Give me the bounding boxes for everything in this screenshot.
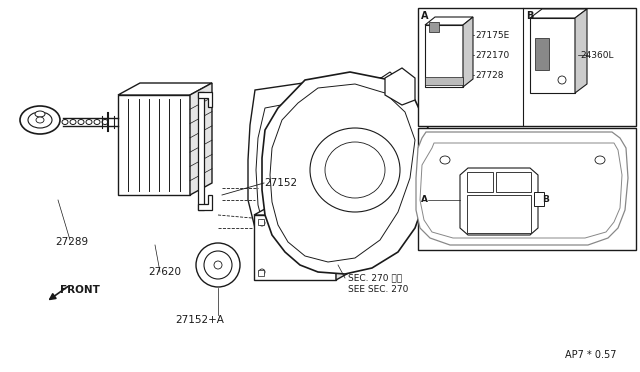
Text: 27152+A: 27152+A (175, 315, 225, 325)
Ellipse shape (595, 156, 605, 164)
Text: FRONT: FRONT (60, 285, 100, 295)
Text: 27620: 27620 (148, 267, 181, 277)
Ellipse shape (102, 119, 108, 125)
Text: B: B (526, 11, 533, 21)
Bar (258, 219, 264, 225)
Ellipse shape (204, 251, 232, 279)
Polygon shape (385, 68, 415, 105)
Text: 27152: 27152 (264, 178, 297, 188)
Ellipse shape (214, 261, 222, 269)
Ellipse shape (558, 76, 566, 84)
Polygon shape (336, 205, 354, 280)
Ellipse shape (259, 220, 265, 226)
Text: 27289: 27289 (55, 237, 88, 247)
Polygon shape (198, 92, 204, 210)
Text: SEE SEC. 270: SEE SEC. 270 (348, 285, 408, 295)
Bar (534, 192, 544, 206)
Text: AP7 * 0.57: AP7 * 0.57 (565, 350, 616, 360)
Text: B: B (542, 196, 549, 205)
Ellipse shape (94, 119, 100, 125)
Ellipse shape (35, 111, 45, 117)
Ellipse shape (325, 142, 385, 198)
Ellipse shape (310, 128, 400, 212)
Polygon shape (530, 9, 587, 18)
Polygon shape (198, 195, 212, 210)
Polygon shape (375, 72, 398, 90)
Text: 272170: 272170 (475, 51, 509, 60)
Text: 24360L: 24360L (580, 51, 614, 60)
Polygon shape (425, 25, 463, 87)
Bar (418, 128, 636, 250)
Bar (467, 195, 531, 233)
Polygon shape (190, 83, 212, 195)
Polygon shape (270, 84, 415, 262)
Polygon shape (460, 168, 538, 235)
Ellipse shape (196, 243, 240, 287)
Polygon shape (256, 98, 395, 258)
Ellipse shape (374, 81, 402, 99)
Text: SEC. 270 参照: SEC. 270 参照 (348, 273, 402, 282)
Polygon shape (254, 205, 354, 215)
Bar (425, 77, 463, 85)
Ellipse shape (368, 77, 408, 103)
Ellipse shape (86, 119, 92, 125)
Bar (467, 172, 493, 192)
Ellipse shape (20, 106, 60, 134)
Ellipse shape (259, 269, 265, 275)
Polygon shape (262, 72, 430, 274)
Text: 27728: 27728 (475, 71, 504, 80)
Ellipse shape (62, 119, 68, 125)
Ellipse shape (70, 119, 76, 125)
Text: A: A (421, 11, 429, 21)
Bar (258, 270, 264, 276)
Ellipse shape (440, 156, 450, 164)
Bar (535, 38, 549, 70)
Polygon shape (118, 83, 212, 95)
Ellipse shape (78, 119, 84, 125)
Polygon shape (198, 92, 212, 107)
Polygon shape (530, 18, 575, 93)
Polygon shape (118, 95, 190, 195)
Ellipse shape (36, 117, 44, 123)
Polygon shape (254, 215, 336, 280)
Bar (496, 172, 531, 192)
Bar (429, 22, 439, 32)
Polygon shape (416, 132, 628, 245)
Bar (418, 8, 636, 126)
Text: A: A (421, 196, 428, 205)
Ellipse shape (28, 112, 52, 128)
Polygon shape (425, 17, 473, 25)
Polygon shape (463, 17, 473, 87)
Polygon shape (248, 80, 418, 272)
Polygon shape (420, 143, 622, 238)
Text: 27175E: 27175E (475, 31, 509, 39)
Polygon shape (575, 9, 587, 93)
